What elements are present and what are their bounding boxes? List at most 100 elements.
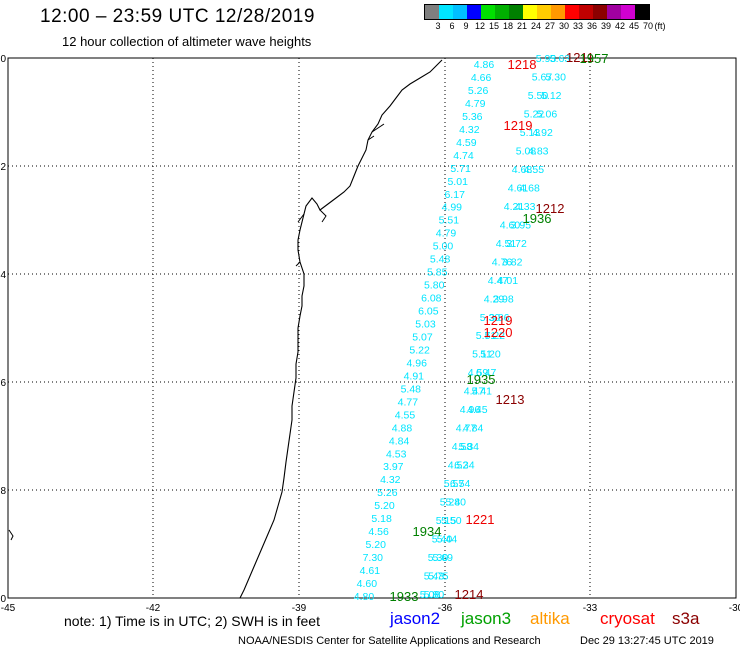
pass-time-labels: 1218 121119571219121219361219122019351213…	[390, 50, 609, 604]
swh-value-track-c: 4.84	[389, 435, 410, 447]
swh-value-track-a: 5.11	[472, 349, 492, 361]
swh-value-track-a: 5.22	[524, 108, 545, 120]
scale-label: 9	[463, 21, 469, 31]
swh-value-track-a: 4.61	[508, 182, 529, 194]
swh-value-track-a: 4.68	[512, 164, 533, 176]
swh-value-track-c: 4.74	[453, 150, 474, 162]
swh-value-track-a: 5.57	[444, 478, 465, 490]
swh-value-track-b: 5.06	[537, 108, 558, 120]
legend-jason3: jason3	[461, 609, 512, 628]
swh-value-track-c: 5.20	[374, 500, 395, 512]
swh-value-track-a: 4.47	[464, 386, 485, 398]
swh-value-track-a: 5.43	[424, 571, 445, 583]
swh-value-track-a: 5.15	[436, 515, 457, 527]
swh-value-track-c: 4.56	[368, 526, 389, 538]
swh-value-track-b: 3.95	[511, 219, 532, 231]
swh-value-track-a: 5.30	[480, 312, 501, 324]
latitude-label: -18	[0, 486, 6, 497]
longitude-label: -45	[1, 603, 16, 614]
scale-swatch	[593, 5, 607, 19]
pass-time-label: 1211	[566, 50, 594, 65]
swh-value-track-b: 4.84	[463, 423, 484, 435]
swh-value-track-c: 6.08	[421, 293, 442, 305]
swh-value-track-a: 5.67	[532, 72, 553, 84]
island-mark	[8, 529, 14, 541]
scale-label: 36	[586, 21, 598, 31]
axis-labels: -10 -12 -14 -16 -18 -20-45 -42 -39 -36 -33 -30	[0, 54, 740, 614]
swh-value-track-a: 4.52	[448, 460, 469, 472]
scale-swatch	[607, 5, 621, 19]
pass-time-label: 1936	[523, 211, 552, 226]
swh-value-track-c: 4.32	[459, 124, 480, 136]
swh-value-track-a: 4.60	[500, 219, 521, 231]
swh-value-track-c: 5.26	[377, 487, 398, 499]
pass-time-label: 1214	[455, 587, 484, 602]
swh-value-track-a: 5.13	[520, 127, 541, 139]
swh-value-track-b: 3.86	[489, 312, 510, 324]
swh-value-track-c: 5.36	[462, 111, 483, 123]
swh-value-track-c: 5.07	[412, 332, 433, 344]
color-scale-bar	[424, 4, 650, 20]
swh-value-track-c: 5.26	[468, 85, 489, 97]
scale-swatch	[453, 5, 467, 19]
scale-label: 45	[628, 21, 640, 31]
longitude-label: -36	[438, 603, 453, 614]
swh-value-track-c: 3.97	[383, 461, 404, 473]
map-title: 12:00 – 23:59 UTC 12/28/2019	[40, 6, 315, 27]
swh-value-track-c: 4.96	[406, 357, 427, 369]
swh-value-track-a: 4.76	[492, 256, 513, 268]
legend-cryosat: cryosat	[600, 609, 655, 628]
swh-value-track-c: 4.59	[456, 137, 477, 149]
swh-value-track-c: 4.80	[354, 591, 375, 603]
scale-unit: (ft)	[654, 21, 666, 31]
swh-value-track-a: 4.58	[452, 441, 473, 453]
pass-time-label: 1212	[536, 201, 565, 216]
scale-label: 24	[530, 21, 542, 31]
swh-value-track-b: 5.30	[545, 72, 566, 84]
scale-label: 70	[642, 21, 654, 31]
swh-value-track-a: 5.71	[476, 330, 497, 342]
map-subtitle: 12 hour collection of altimeter wave hei…	[62, 34, 312, 49]
color-scale-labels: 3 6 9 12 15 18 21 24 27 30 33 36 39 42 45 70 (ft)	[424, 21, 740, 33]
pass-time-label: 1934	[413, 524, 442, 539]
scale-swatch	[537, 5, 551, 19]
swh-value-track-c: 4.60	[357, 578, 378, 590]
scale-swatch	[495, 5, 509, 19]
swh-value-track-b: 4.45	[467, 404, 488, 416]
swh-value-track-b: 5.69	[432, 552, 453, 564]
swh-value-track-c: 4.61	[360, 565, 381, 577]
swh-value-track-b: 5.20	[480, 349, 501, 361]
swh-value-track-b: 4.55	[524, 164, 545, 176]
scale-label: 3	[435, 21, 441, 31]
swh-value-track-a: 4.29	[484, 293, 505, 305]
swh-value-track-c: 5.85	[427, 267, 448, 279]
scale-swatch	[523, 5, 537, 19]
swh-value-track-b: 3.98	[493, 293, 514, 305]
swh-value-track-c: 5.00	[433, 241, 454, 253]
swh-value-track-b: 5.80	[424, 589, 445, 601]
pass-time-label: 1933	[390, 589, 419, 604]
pass-time-label: 1221	[466, 512, 495, 527]
swh-value-track-c: 4.77	[398, 396, 419, 408]
swh-value-track-b: 5.44	[437, 534, 458, 546]
swh-value-track-b: 5.12	[541, 90, 562, 102]
swh-value-track-c: 4.66	[471, 72, 492, 84]
scale-label: 27	[544, 21, 556, 31]
pass-time-label: 1957	[580, 51, 609, 66]
scale-label: 12	[474, 21, 486, 31]
swh-value-track-a: 4.51	[496, 238, 517, 250]
legend-s3a: s3a	[672, 609, 700, 628]
longitude-label: -42	[146, 603, 161, 614]
credit-line: NOAA/NESDIS Center for Satellite Applica…	[238, 635, 541, 647]
latitude-label: -12	[0, 162, 6, 173]
pass-time-label: 1935	[467, 372, 496, 387]
swh-value-track-a: 5.08	[420, 589, 441, 601]
footnote: note: 1) Time is in UTC; 2) SWH is in fe…	[64, 613, 320, 629]
pass-time-label: 1218	[508, 57, 537, 72]
scale-label: 33	[572, 21, 584, 31]
swh-value-track-b: 6.34	[454, 460, 475, 472]
swh-value-track-b: 5.50	[441, 515, 462, 527]
scale-swatch	[439, 5, 453, 19]
swh-value-track-a: 4.77	[456, 423, 477, 435]
swh-value-track-b: 3.72	[506, 238, 527, 250]
